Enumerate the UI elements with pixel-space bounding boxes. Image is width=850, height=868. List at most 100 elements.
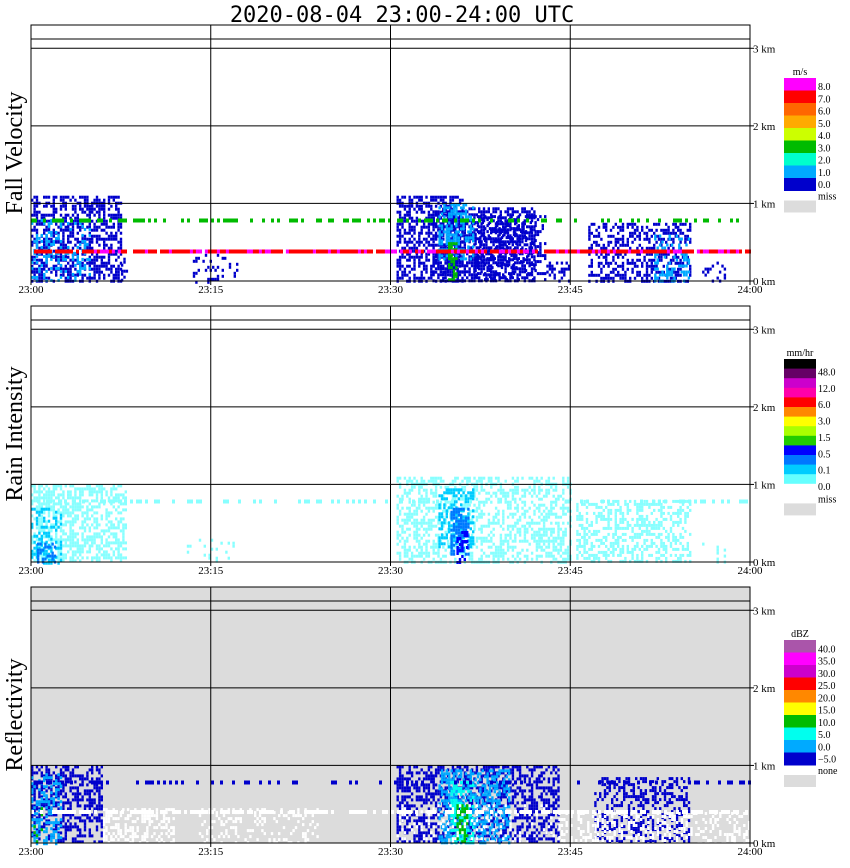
colorbar-swatch bbox=[784, 178, 816, 191]
echo-cell bbox=[648, 237, 651, 241]
echo-cell bbox=[398, 240, 402, 244]
echo-cell bbox=[238, 249, 241, 254]
echo-cell bbox=[439, 261, 442, 265]
echo-cell bbox=[70, 218, 73, 223]
echo-cell bbox=[682, 264, 686, 268]
echo-cell bbox=[530, 494, 534, 498]
echo-cell bbox=[609, 261, 613, 265]
echo-cell bbox=[476, 266, 480, 270]
echo-cell bbox=[432, 494, 435, 498]
echo-cell bbox=[100, 493, 103, 497]
echo-cell bbox=[485, 261, 488, 265]
echo-cell bbox=[62, 198, 65, 202]
echo-cell bbox=[418, 533, 421, 537]
echo-cell bbox=[486, 218, 489, 222]
echo-cell bbox=[422, 276, 426, 280]
echo-cell bbox=[443, 215, 446, 219]
echo-cell bbox=[619, 237, 622, 241]
echo-cell bbox=[625, 249, 628, 254]
echo-cell bbox=[485, 524, 488, 528]
echo-cell bbox=[38, 520, 41, 524]
echo-cell bbox=[499, 539, 503, 543]
echo-cell bbox=[71, 225, 75, 229]
echo-cell bbox=[396, 551, 399, 555]
echo-cell bbox=[40, 510, 43, 514]
echo-cell bbox=[38, 210, 41, 214]
y-tick-label: 2 km bbox=[753, 121, 776, 133]
echo-cell bbox=[633, 261, 637, 265]
echo-cell bbox=[546, 264, 549, 268]
echo-cell bbox=[427, 506, 431, 510]
echo-cell bbox=[538, 488, 541, 492]
echo-cell bbox=[479, 239, 482, 243]
echo-cell bbox=[367, 249, 370, 254]
echo-cell bbox=[88, 210, 91, 214]
echo-cell bbox=[43, 502, 46, 506]
echo-cell bbox=[439, 273, 442, 277]
echo-cell bbox=[437, 476, 440, 480]
echo-cell bbox=[482, 246, 486, 250]
echo-cell bbox=[672, 222, 675, 226]
echo-cell bbox=[413, 264, 416, 268]
echo-cell bbox=[535, 530, 539, 534]
echo-cell bbox=[148, 249, 151, 254]
echo-cell bbox=[349, 249, 352, 254]
echo-cell bbox=[336, 249, 340, 254]
echo-cell bbox=[420, 548, 423, 552]
echo-cell bbox=[480, 509, 483, 513]
echo-cell bbox=[438, 206, 441, 210]
echo-cell bbox=[452, 539, 456, 543]
echo-cell bbox=[418, 497, 421, 501]
echo-cell bbox=[40, 261, 43, 265]
echo-cell bbox=[192, 274, 196, 278]
echo-cell bbox=[93, 520, 96, 524]
echo-cell bbox=[645, 276, 649, 280]
echo-cell bbox=[410, 216, 414, 220]
echo-cell bbox=[490, 213, 493, 217]
echo-cell bbox=[509, 503, 512, 507]
echo-cell bbox=[590, 261, 593, 265]
echo-cell bbox=[55, 528, 58, 532]
echo-cell bbox=[406, 494, 409, 498]
echo-cell bbox=[466, 261, 469, 265]
echo-cell bbox=[398, 237, 402, 241]
echo-cell bbox=[691, 249, 694, 254]
echo-cell bbox=[511, 539, 515, 543]
echo-cell bbox=[568, 249, 571, 254]
echo-cell bbox=[452, 209, 456, 213]
echo-cell bbox=[195, 256, 198, 260]
echo-cell bbox=[672, 228, 675, 232]
echo-cell bbox=[521, 234, 524, 238]
echo-cell bbox=[232, 544, 235, 548]
echo-cell bbox=[69, 222, 72, 226]
echo-cell bbox=[38, 546, 41, 550]
echo-cell bbox=[487, 476, 491, 480]
echo-cell bbox=[535, 542, 539, 546]
echo-cell bbox=[69, 227, 72, 231]
echo-cell bbox=[413, 243, 416, 247]
echo-cell bbox=[461, 497, 464, 501]
echo-cell bbox=[448, 242, 451, 246]
echo-cell bbox=[444, 273, 447, 277]
echo-cell bbox=[446, 273, 450, 277]
echo-cell bbox=[494, 494, 498, 498]
echo-cell bbox=[403, 195, 407, 199]
echo-cell bbox=[67, 234, 70, 238]
echo-cell bbox=[559, 506, 563, 510]
echo-cell bbox=[539, 248, 542, 252]
echo-cell bbox=[228, 265, 232, 269]
echo-cell bbox=[91, 535, 94, 539]
echo-cell bbox=[117, 210, 120, 214]
echo-cell bbox=[43, 249, 46, 254]
echo-cell bbox=[98, 225, 101, 229]
echo-cell bbox=[408, 515, 411, 519]
echo-cell bbox=[45, 507, 48, 511]
echo-cell bbox=[515, 254, 518, 258]
echo-cell bbox=[61, 249, 64, 254]
echo-cell bbox=[497, 557, 500, 561]
echo-cell bbox=[514, 521, 517, 525]
echo-cell bbox=[508, 236, 511, 240]
echo-cell bbox=[86, 242, 89, 246]
echo-cell bbox=[499, 536, 503, 540]
echo-cell bbox=[480, 554, 483, 558]
